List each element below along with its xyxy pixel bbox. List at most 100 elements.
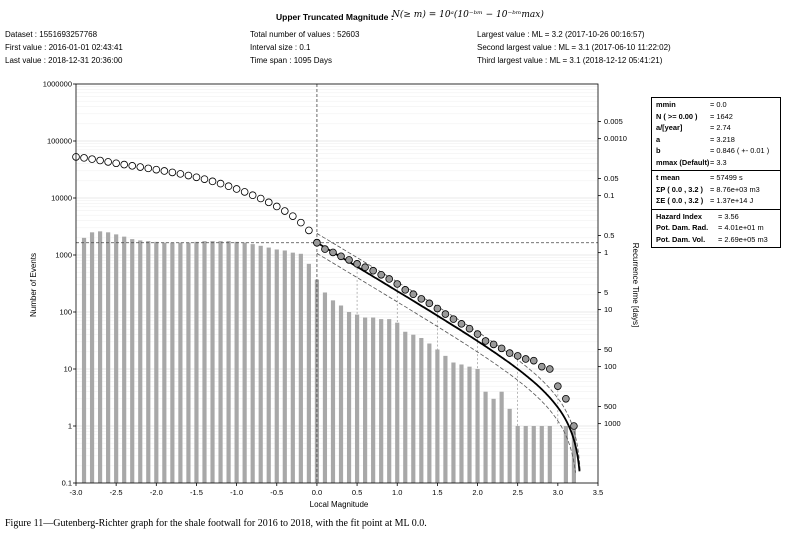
time-span-label: Time span : 1095 Days	[250, 56, 332, 65]
fit-point	[497, 344, 506, 353]
statistics-panel: mmin = 0.0 N ( >= 0.00 ) = 1642 a/[year] = …	[651, 97, 781, 248]
fit-point	[377, 270, 385, 279]
fit-point	[537, 362, 546, 371]
y2-tick-label: 0.5	[604, 231, 614, 240]
fit-point	[313, 238, 321, 247]
histogram-bar	[89, 232, 95, 483]
cumulative-point	[232, 185, 241, 193]
largest-value-label: Largest value : ML = 3.2 (2017-10-26 00:…	[477, 30, 645, 39]
histogram-bar	[571, 426, 576, 483]
interval-size-label: Interval size : 0.1	[250, 43, 311, 52]
y-tick-label: 100000	[47, 137, 72, 146]
last-value-label: Last value : 2018-12-31 20:36:00	[5, 56, 123, 65]
histogram-bar	[306, 263, 311, 483]
axes: -3.0 -2.5 -2.0 -1.5 -1.0 -0.5 0.0 0.5 1.0 1.5 2.0 2…	[43, 80, 627, 498]
fit-point	[425, 299, 434, 308]
cumulative-point	[176, 170, 185, 178]
cumulative-point	[152, 165, 161, 174]
histogram-bar	[338, 305, 344, 483]
cumulative-point	[200, 175, 209, 183]
cumulative-point	[305, 226, 313, 235]
fit-point	[345, 256, 353, 264]
histogram-bar	[266, 247, 271, 483]
y2-tick-label: 0.0010	[604, 134, 627, 143]
fit-point	[433, 304, 442, 313]
pdr-key: Pot. Dam. Rad.	[656, 223, 709, 233]
histogram-bar	[202, 241, 207, 483]
histogram-bar	[130, 239, 135, 483]
cumulative-point	[104, 158, 112, 166]
pdv-value: = 2.69e+05 m3	[718, 234, 768, 244]
sum-e-key: ΣE ( 0.0 , 3.2 )	[656, 196, 704, 206]
histogram-bar	[154, 241, 159, 483]
x-tick-label: -1.5	[190, 488, 203, 497]
x-tick-label: -0.5	[270, 488, 283, 497]
second-largest-label: Second largest value : ML = 3.1 (2017-06…	[477, 43, 671, 52]
fit-point	[369, 266, 377, 275]
first-value-label: First value : 2016-01-01 02:43:41	[5, 43, 123, 52]
histogram-bar	[186, 242, 191, 483]
fit-point	[489, 340, 498, 349]
fit-point	[409, 290, 418, 299]
x-tick-label: 0.5	[352, 488, 362, 497]
histogram-bar	[146, 241, 151, 483]
histogram-bar	[106, 232, 111, 483]
histogram-bar	[98, 231, 103, 483]
fit-point	[321, 245, 329, 253]
histogram-bar	[547, 426, 552, 483]
histogram-bar	[138, 240, 143, 483]
histogram-bar	[539, 426, 544, 483]
histogram-bar	[218, 241, 223, 483]
a-value: = 3.218	[710, 134, 735, 144]
cumulative-point	[272, 202, 281, 211]
fit-point	[521, 355, 530, 363]
histogram-bar	[563, 426, 568, 483]
histogram-bar	[387, 319, 392, 483]
histogram-bar	[483, 391, 488, 483]
histogram-bar	[210, 241, 215, 483]
fit-point	[337, 252, 345, 261]
y2-tick-label: 0.1	[604, 191, 614, 200]
upper-confidence-curve	[316, 233, 581, 473]
cumulative-point	[184, 171, 193, 180]
mmax-value: = 3.3	[710, 157, 727, 167]
a-year-value: = 2.74	[710, 123, 731, 133]
fit-point	[562, 395, 570, 403]
fit-point	[570, 422, 578, 430]
formula: N(≥ m) = 10ᵃ(10⁻ᵇᵐ − 10⁻ᵇᵐmax)	[392, 10, 544, 20]
histogram-bar	[194, 241, 199, 483]
pdr-value: = 4.01e+01 m	[718, 223, 764, 233]
sum-e-value: = 1.37e+14 J	[710, 196, 754, 206]
y2-tick-label: 1000	[604, 419, 621, 428]
y-tick-label: 1	[68, 422, 72, 431]
y-tick-label: 1000	[55, 251, 72, 260]
total-values-label: Total number of values : 52603	[250, 30, 360, 39]
cumulative-point	[160, 167, 169, 175]
y2-tick-label: 0.005	[604, 117, 623, 126]
histogram-bar	[379, 319, 384, 483]
y2-axis-label: Recurrence Time [days]	[631, 243, 640, 327]
mmax-key: mmax (Default)	[656, 157, 710, 167]
plot-frame	[75, 83, 599, 484]
b-key: b	[656, 146, 661, 156]
y2-tick-label: 1	[604, 248, 608, 257]
tmean-key: t mean	[656, 173, 680, 183]
y2-tick-label: 0.05	[604, 174, 619, 183]
y-tick-label: 10	[64, 365, 72, 374]
n-key: N ( >= 0.00 )	[656, 111, 698, 121]
histogram-bar	[531, 426, 536, 483]
x-tick-label: -1.0	[230, 488, 243, 497]
x-tick-label: 1.0	[392, 488, 402, 497]
histogram-bar	[403, 331, 408, 483]
fit-point	[385, 275, 394, 283]
cumulative-point	[168, 168, 177, 177]
fit-point	[449, 315, 458, 323]
bars	[81, 231, 576, 483]
cumulative-point	[264, 198, 273, 207]
histogram-bar	[178, 242, 183, 483]
points	[72, 153, 578, 430]
histogram-bar	[258, 245, 263, 483]
y-tick-label: 100	[59, 308, 72, 317]
histogram-bar	[322, 292, 328, 483]
fit-point	[393, 280, 402, 288]
